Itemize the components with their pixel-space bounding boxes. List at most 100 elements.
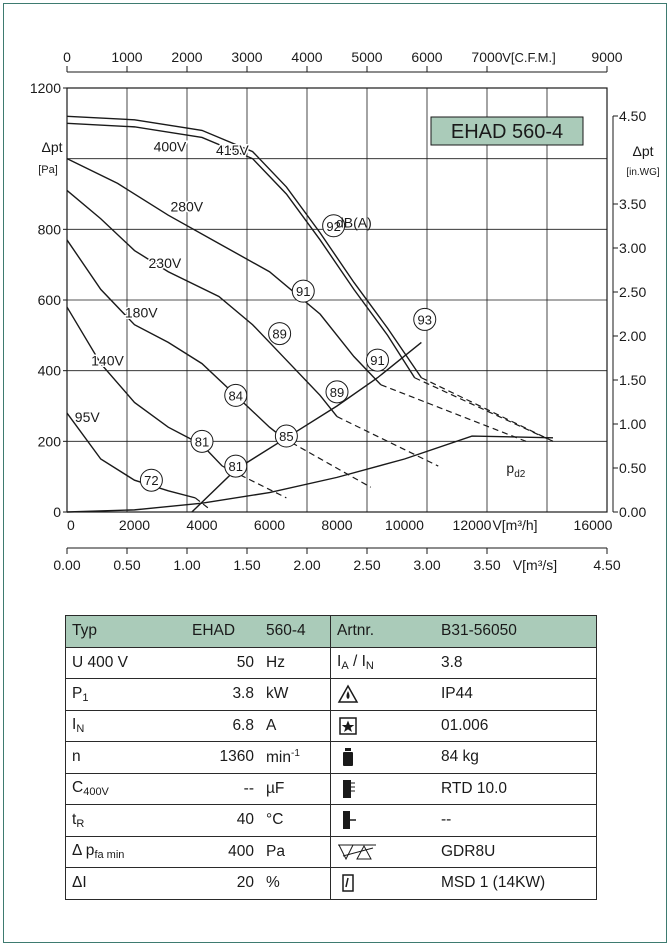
db-marker	[224, 383, 248, 407]
x3-tick-label: 3000	[231, 49, 262, 65]
table-row: IN 6.8 A 01.006	[65, 710, 597, 742]
x3-tick-label: 1000	[111, 49, 142, 65]
row-value: 50	[186, 647, 260, 679]
x2-tick-label: 1.00	[173, 557, 200, 573]
fan-performance-chart: 0 200 400 600 800 1200 Δpt [Pa] 0.00 0.50 1.00 1.50…	[30, 49, 660, 573]
thermal-contact-icon	[343, 779, 355, 798]
db-marker-label: 85	[279, 429, 293, 444]
row-unit: A	[260, 710, 331, 742]
row-symbol	[330, 804, 435, 837]
series-line-415V	[66, 115, 422, 379]
x-tick-label: 6000	[254, 517, 285, 533]
x-axis-label: V[m³/h]	[492, 517, 537, 533]
row-value: 3.8	[186, 678, 260, 711]
x2-tick-label: 0.00	[53, 557, 80, 573]
row-spec: MSD 1 (14KW)	[435, 867, 597, 900]
row-value: 400	[186, 836, 260, 868]
row-unit: °C	[260, 804, 331, 837]
db-marker	[366, 348, 389, 372]
x-tick-label: 4000	[186, 517, 217, 533]
row-spec: --	[435, 804, 597, 837]
row-symbol	[330, 836, 435, 868]
db-marker	[413, 307, 437, 331]
series-dashed-280V	[380, 384, 527, 442]
row-symbol	[330, 867, 435, 900]
row-spec: 01.006	[435, 710, 597, 742]
header-artnr: Artnr.	[330, 615, 435, 648]
series-line-95V	[66, 412, 196, 499]
row-label: IN	[65, 710, 186, 742]
table-row: ΔI 20 % MSD 1 (14KW)	[65, 867, 597, 900]
x3-axis-label: V[C.F.M.]	[502, 50, 555, 65]
row-value: 40	[186, 804, 260, 837]
header-model: EHAD	[186, 615, 260, 648]
thermistor-icon	[343, 811, 356, 830]
y2-axis-unit: [in.WG]	[626, 167, 660, 178]
x-tick-label: 16000	[574, 517, 613, 533]
title-box	[430, 116, 584, 146]
row-unit: Pa	[260, 836, 331, 868]
table-row: U 400 V 50 Hz IA / IN 3.8	[65, 647, 597, 679]
x3-tick-label: 5000	[351, 49, 382, 65]
db-marker-label: 72	[144, 473, 158, 488]
y2-tick-label: 0.50	[619, 460, 646, 476]
row-label: n	[65, 741, 186, 774]
x2-tick-label: 3.50	[473, 557, 500, 573]
db-marker-label: 84	[229, 388, 243, 403]
ia-in-label: IA / IN	[337, 653, 374, 673]
y-tick-label: 600	[38, 292, 62, 308]
y-tick-label: 800	[38, 221, 62, 237]
series-dashed-180V	[282, 437, 372, 488]
header-size: 560-4	[260, 615, 331, 648]
spec-table: Typ EHAD 560-4 Artnr. B31-56050 U 400 V …	[65, 615, 597, 900]
db-marker	[139, 468, 163, 492]
x3-tick-label: 6000	[411, 49, 442, 65]
series-label: 140V	[91, 352, 124, 368]
db-marker	[325, 380, 349, 404]
table-row: P1 3.8 kW IP44	[65, 678, 597, 711]
row-spec: IP44	[435, 678, 597, 711]
row-unit: min-1	[260, 741, 331, 774]
row-symbol	[330, 678, 435, 711]
db-marker-label: 89	[330, 385, 344, 400]
row-label: ΔI	[65, 867, 186, 900]
series-dashed-400V	[414, 377, 554, 442]
x2-tick-label: 2.50	[353, 557, 380, 573]
y2-tick-label: 2.00	[619, 328, 646, 344]
x-tick-label: 8000	[321, 517, 352, 533]
star-box-icon	[339, 717, 357, 735]
series-dashed-415V	[421, 377, 554, 442]
x3-tick-label: 4000	[291, 49, 322, 65]
header-typ: Typ	[65, 615, 186, 648]
weight-icon	[343, 748, 353, 767]
row-value: 6.8	[186, 710, 260, 742]
db-marker-label: 89	[272, 327, 286, 342]
row-symbol	[330, 710, 435, 742]
x2-tick-label: 3.00	[413, 557, 440, 573]
warning-triangle-icon	[337, 684, 359, 703]
series-label: 415V	[216, 142, 249, 158]
series-line-230V	[66, 189, 338, 418]
series-label: 230V	[149, 255, 182, 271]
row-spec: 84 kg	[435, 741, 597, 774]
row-unit: µF	[260, 773, 331, 805]
y2-tick-label: 1.50	[619, 372, 646, 388]
series-label: 400V	[154, 139, 187, 155]
db-marker	[224, 454, 248, 478]
motor-switch-icon	[342, 874, 354, 892]
table-row: Δ pfa min 400 Pa GDR8U	[65, 836, 597, 868]
x2-axis-label: V[m³/s]	[513, 557, 557, 573]
table-row: tR 40 °C --	[65, 804, 597, 837]
db-marker	[274, 424, 298, 448]
row-label: Δ pfa min	[65, 836, 186, 868]
series-dashed-95V	[194, 497, 210, 509]
series-line-operating	[191, 341, 422, 513]
series-dashed-230V	[336, 416, 439, 467]
row-spec: GDR8U	[435, 836, 597, 868]
row-spec: RTD 10.0	[435, 773, 597, 805]
x2-tick-label: 1.50	[233, 557, 260, 573]
series-label: 280V	[170, 199, 203, 215]
row-label: tR	[65, 804, 186, 837]
row-spec: 3.8	[435, 647, 597, 679]
series-line-280V	[66, 158, 382, 386]
